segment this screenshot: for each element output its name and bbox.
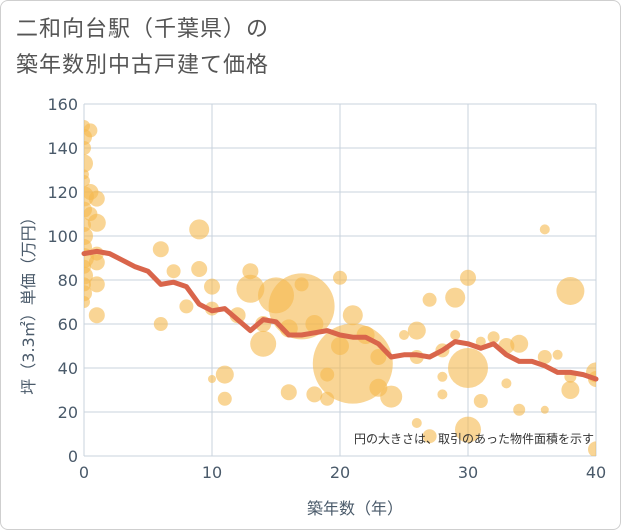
- average-line-layer: [81, 248, 599, 382]
- bubble-36: [217, 391, 232, 406]
- bubble-80: [539, 224, 550, 235]
- size-note: 円の大きさは、取引のあった物件面積を示す: [354, 431, 594, 446]
- chart-title: 二和向台駅（千葉県）の 築年数別中古戸建て価格: [16, 12, 269, 84]
- x-tick-10: 10: [202, 463, 222, 482]
- bubble-30: [189, 219, 210, 240]
- bubbles: [84, 120, 596, 456]
- bubble-31: [191, 261, 208, 277]
- bubble-83: [552, 349, 563, 360]
- y-tick-140: 140: [47, 139, 78, 158]
- bubble-15: [84, 296, 90, 308]
- bubble-28: [166, 264, 181, 279]
- bubble-48: [305, 315, 324, 333]
- bubble-71: [448, 348, 488, 388]
- bubble-39: [236, 274, 265, 303]
- y-tick-0: 0: [68, 447, 78, 466]
- tick-labels: 0 20 40 60 80 100 120 140 160 0 10 20 30 40: [47, 95, 606, 482]
- bubble-3: [84, 154, 93, 173]
- bubble-44: [280, 384, 297, 401]
- bubble-81: [537, 350, 552, 364]
- bubble-68: [445, 287, 466, 308]
- bubble-64: [422, 429, 437, 444]
- bubble-58: [380, 385, 403, 408]
- x-tick-0: 0: [79, 463, 89, 482]
- bubble-47: [306, 386, 323, 403]
- bubble-77: [501, 378, 512, 389]
- y-tick-60: 60: [58, 315, 78, 334]
- y-tick-80: 80: [58, 271, 78, 290]
- x-tick-40: 40: [586, 463, 606, 482]
- bubble-59: [399, 330, 409, 340]
- x-axis-label: 築年数（年）: [307, 499, 403, 518]
- bubble-66: [437, 371, 448, 382]
- bubble-78: [510, 334, 529, 353]
- bubble-69: [450, 330, 461, 340]
- bubble-23: [88, 254, 105, 271]
- bubble-40: [250, 330, 277, 357]
- x-tick-30: 30: [458, 463, 478, 482]
- bubble-16: [84, 169, 89, 180]
- bubble-74: [473, 394, 488, 408]
- bubble-51: [333, 270, 347, 285]
- bubble-20: [88, 190, 105, 207]
- bubble-67: [437, 389, 448, 400]
- bubble-24: [88, 276, 105, 293]
- bubble-25: [88, 307, 105, 324]
- bubble-26: [152, 241, 169, 258]
- bubble-79: [513, 403, 526, 416]
- bubble-84: [556, 277, 585, 305]
- bubble-17: [84, 123, 98, 138]
- bubble-70: [460, 269, 476, 286]
- y-tick-160: 160: [47, 95, 78, 114]
- bubble-32: [204, 278, 220, 295]
- bubble-82: [540, 405, 549, 414]
- chart-title-line1: 二和向台駅（千葉県）の: [16, 17, 270, 42]
- bubble-72: [455, 416, 481, 443]
- x-tick-20: 20: [330, 463, 350, 482]
- bubble-73: [475, 336, 486, 347]
- bubble-38: [242, 263, 259, 280]
- y-tick-20: 20: [58, 403, 78, 422]
- bubble-21: [87, 213, 106, 232]
- y-tick-40: 40: [58, 359, 78, 378]
- bubble-60: [407, 321, 426, 340]
- chart-title-line2: 築年数別中古戸建て価格: [16, 53, 270, 78]
- bubble-75: [487, 331, 500, 344]
- bubble-85: [561, 381, 580, 399]
- bubble-34: [208, 375, 216, 383]
- bubble-29: [179, 299, 194, 314]
- average-price-line: [81, 248, 599, 382]
- y-tick-100: 100: [47, 227, 78, 246]
- y-axis-label: 坪（3.3㎡）単価（万円）: [19, 209, 38, 394]
- bubble-54: [342, 305, 363, 326]
- bubble-89: [588, 441, 596, 456]
- bubble-46: [294, 277, 309, 292]
- bubble-63: [422, 292, 437, 307]
- bubble-27: [153, 317, 168, 331]
- bubble-56: [370, 349, 387, 365]
- bubble-2: [84, 141, 91, 155]
- y-tick-120: 120: [47, 183, 78, 202]
- bubble-35: [215, 365, 234, 384]
- bubble-62: [411, 418, 422, 428]
